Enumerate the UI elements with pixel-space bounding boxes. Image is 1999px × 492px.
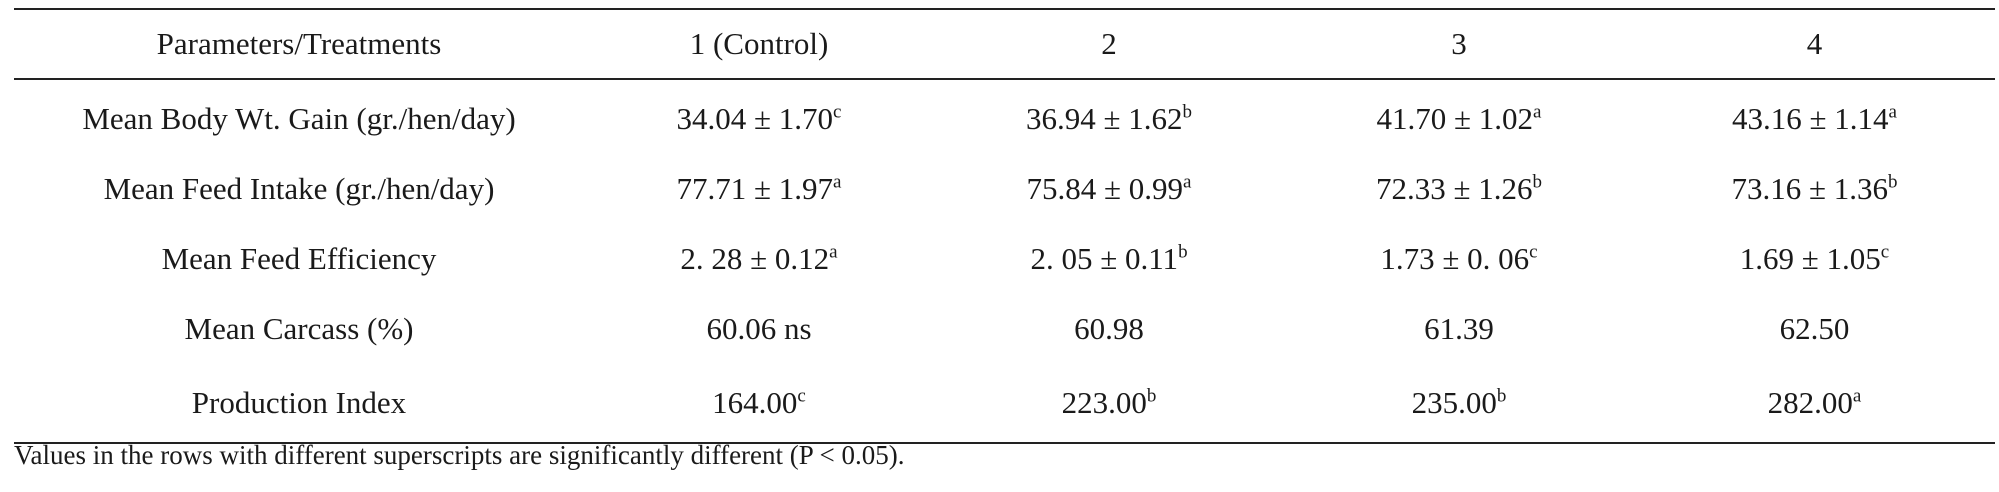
table-row: Mean Carcass (%) 60.06 ns 60.98 61.39 62… <box>14 294 1995 364</box>
cell-superscript: a <box>1888 101 1897 123</box>
row-label: Mean Feed Intake (gr./hen/day) <box>103 171 495 206</box>
cell-value: 75.84 ± 0.99 <box>1026 171 1184 206</box>
cell-value: 2. 05 ± 0.11 <box>1030 241 1179 276</box>
row-label: Production Index <box>191 385 407 420</box>
table-cell: 235.00b <box>1284 364 1634 443</box>
header-row: Parameters/Treatments 1 (Control) 2 3 4 <box>14 9 1995 79</box>
table-cell: 1.73 ± 0. 06c <box>1284 224 1634 294</box>
cell-value: 164.00 <box>712 385 798 420</box>
header-treatment-1: 1 (Control) <box>689 26 829 61</box>
cell-value: 60.06 ns <box>706 311 812 346</box>
header-parameters: Parameters/Treatments <box>156 26 442 61</box>
cell-superscript: b <box>1178 241 1188 263</box>
table-row: Mean Feed Intake (gr./hen/day) 77.71 ± 1… <box>14 154 1995 224</box>
cell-value: 235.00 <box>1411 385 1497 420</box>
cell-superscript: a <box>833 171 842 193</box>
results-table: Parameters/Treatments 1 (Control) 2 3 4 … <box>14 8 1995 444</box>
cell-value: 1.69 ± 1.05 <box>1739 241 1881 276</box>
header-treatment-3: 3 <box>1451 26 1467 61</box>
row-label: Mean Carcass (%) <box>184 311 414 346</box>
cell-superscript: c <box>1529 241 1538 263</box>
table-cell: 41.70 ± 1.02a <box>1284 79 1634 154</box>
table-row: Mean Body Wt. Gain (gr./hen/day) 34.04 ±… <box>14 79 1995 154</box>
cell-value: 77.71 ± 1.97 <box>676 171 834 206</box>
row-label: Mean Body Wt. Gain (gr./hen/day) <box>82 101 516 136</box>
cell-superscript: a <box>1533 101 1542 123</box>
table-cell: 43.16 ± 1.14a <box>1634 79 1995 154</box>
cell-superscript: a <box>1183 171 1192 193</box>
cell-superscript: b <box>1182 101 1193 123</box>
cell-value: 60.98 <box>1074 311 1144 346</box>
header-treatment-4: 4 <box>1806 26 1823 61</box>
cell-superscript: a <box>829 241 838 263</box>
row-label: Mean Feed Efficiency <box>161 241 437 276</box>
table-cell: 36.94 ± 1.62b <box>934 79 1284 154</box>
results-table-container: Parameters/Treatments 1 (Control) 2 3 4 … <box>14 8 1995 444</box>
cell-value: 61.39 <box>1424 311 1494 346</box>
table-cell: 77.71 ± 1.97a <box>584 154 934 224</box>
table-cell: 223.00b <box>934 364 1284 443</box>
table-cell: 73.16 ± 1.36b <box>1634 154 1995 224</box>
cell-value: 282.00 <box>1767 385 1853 420</box>
cell-value: 1.73 ± 0. 06 <box>1380 241 1530 276</box>
table-cell: 62.50 <box>1634 294 1995 364</box>
cell-value: 2. 28 ± 0.12 <box>680 241 830 276</box>
table-cell: 2. 28 ± 0.12a <box>584 224 934 294</box>
table-footnote: Values in the rows with different supers… <box>14 440 905 470</box>
cell-value: 36.94 ± 1.62 <box>1025 101 1183 136</box>
table-header: Parameters/Treatments 1 (Control) 2 3 4 <box>14 9 1995 79</box>
cell-superscript: a <box>1852 385 1862 407</box>
cell-superscript: c <box>833 101 842 123</box>
cell-superscript: b <box>1888 171 1898 193</box>
table-cell: 282.00a <box>1634 364 1995 443</box>
cell-value: 62.50 <box>1779 311 1850 346</box>
table-cell: 60.06 ns <box>584 294 934 364</box>
cell-value: 223.00 <box>1061 385 1147 420</box>
table-cell: 61.39 <box>1284 294 1634 364</box>
table-cell: 2. 05 ± 0.11b <box>934 224 1284 294</box>
table-cell: 34.04 ± 1.70c <box>584 79 934 154</box>
table-cell: 72.33 ± 1.26b <box>1284 154 1634 224</box>
cell-superscript: b <box>1532 171 1543 193</box>
cell-superscript: c <box>797 385 806 407</box>
table-body: Mean Body Wt. Gain (gr./hen/day) 34.04 ±… <box>14 79 1995 443</box>
cell-value: 43.16 ± 1.14 <box>1732 101 1889 136</box>
table-cell: 75.84 ± 0.99a <box>934 154 1284 224</box>
table-row: Mean Feed Efficiency 2. 28 ± 0.12a 2. 05… <box>14 224 1995 294</box>
table-cell: 60.98 <box>934 294 1284 364</box>
cell-superscript: b <box>1146 385 1157 407</box>
cell-value: 73.16 ± 1.36 <box>1731 171 1888 206</box>
table-row: Production Index 164.00c 223.00b 235.00b… <box>14 364 1995 443</box>
cell-value: 34.04 ± 1.70 <box>676 101 834 136</box>
cell-superscript: c <box>1880 241 1890 263</box>
cell-value: 41.70 ± 1.02 <box>1376 101 1534 136</box>
table-cell: 164.00c <box>584 364 934 443</box>
cell-superscript: b <box>1496 385 1507 407</box>
cell-value: 72.33 ± 1.26 <box>1375 171 1533 206</box>
header-treatment-2: 2 <box>1101 26 1117 61</box>
table-cell: 1.69 ± 1.05c <box>1634 224 1995 294</box>
